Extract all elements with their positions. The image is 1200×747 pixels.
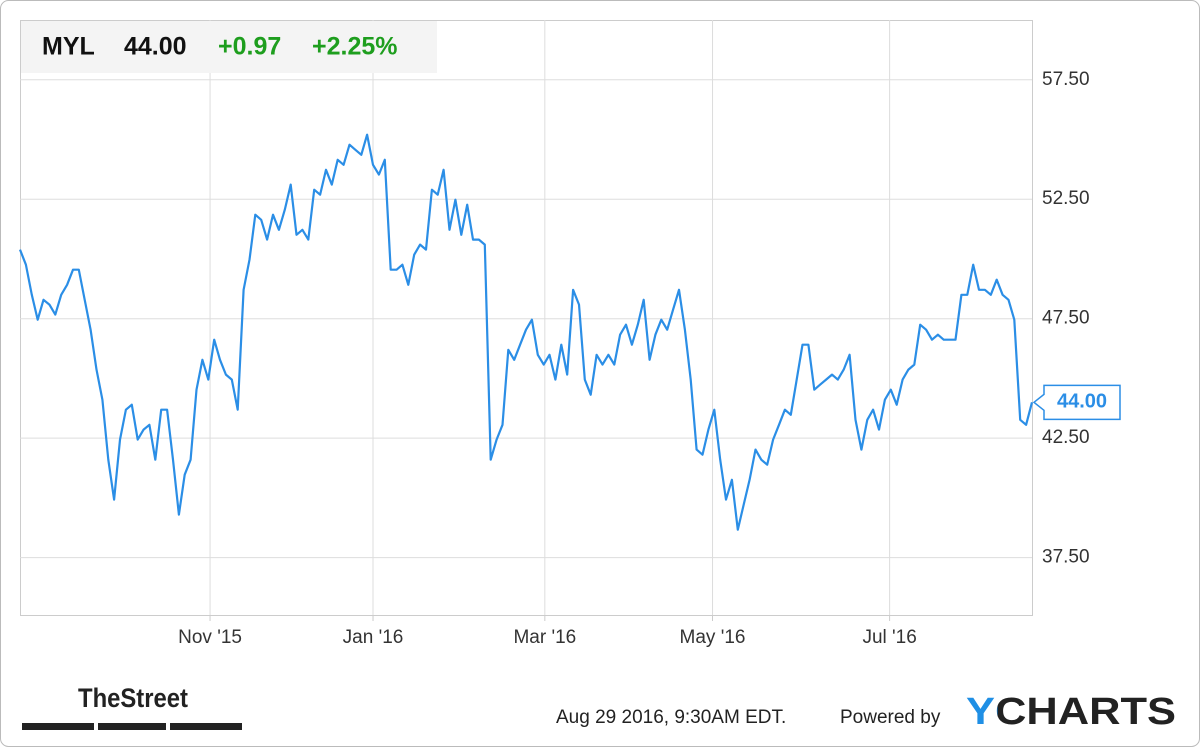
- axes: 37.50 42.50 47.50 52.50 57.50 Nov '15 Jan '16 M…: [178, 69, 1121, 648]
- price-line: [18, 133, 1034, 531]
- brand-logo: YCHARTS: [966, 691, 1176, 733]
- logo-bar: [98, 723, 166, 730]
- timestamp: Aug 29 2016, 9:30AM EDT.: [556, 707, 786, 728]
- last-price-label: 44.00: [1057, 391, 1107, 413]
- x-tick-label: Jan '16: [343, 627, 404, 648]
- price: 44.00: [124, 33, 187, 61]
- plot-area: [20, 20, 1033, 616]
- logo-bar: [22, 723, 94, 730]
- y-tick-label: 37.50: [1042, 547, 1090, 568]
- y-tick-label: 52.50: [1042, 188, 1090, 209]
- grid: [20, 20, 1032, 615]
- y-tick-label: 42.50: [1042, 427, 1090, 448]
- logo-bar: [170, 723, 242, 730]
- change: +0.97: [218, 33, 281, 61]
- y-tick-label: 47.50: [1042, 308, 1090, 329]
- y-tick-label: 57.50: [1042, 69, 1090, 90]
- plot: [18, 133, 1034, 531]
- x-tick-label: May '16: [680, 627, 746, 648]
- ticker: MYL: [42, 33, 95, 61]
- change-percent: +2.25%: [312, 33, 398, 61]
- powered-by: Powered by: [840, 707, 941, 728]
- x-tick-label: Mar '16: [513, 627, 576, 648]
- x-tick-label: Jul '16: [862, 627, 916, 648]
- header-box: [21, 21, 437, 73]
- last-price-callout: [1032, 384, 1121, 421]
- source-logo: TheStreet: [78, 683, 188, 713]
- x-tick-label: Nov '15: [178, 627, 242, 648]
